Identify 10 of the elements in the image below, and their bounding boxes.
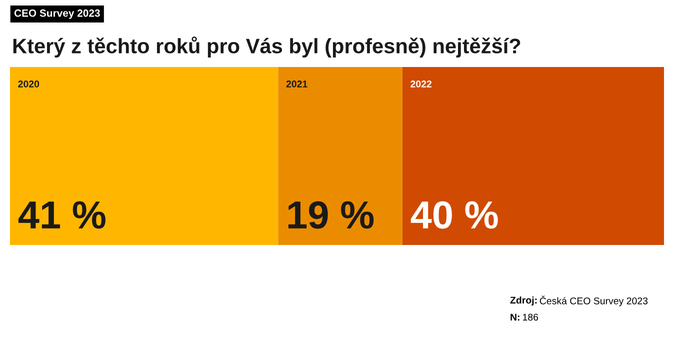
chart-title: Který z těchto roků pro Vás byl (profesně) nejtěžší? xyxy=(13,36,520,58)
series-label: 2020 xyxy=(18,80,40,88)
text: Zdroj: Česká CEO Survey 2023 xyxy=(510,296,648,306)
series-label: 2022 xyxy=(410,80,432,88)
data-label: 41 % xyxy=(18,201,106,229)
data-label: 19 % xyxy=(288,201,374,229)
series-label: 2021 xyxy=(286,80,308,88)
text: CEO Survey 2023 xyxy=(14,9,100,19)
data-label: 40 % xyxy=(410,201,498,229)
text: N: 186 xyxy=(510,314,538,321)
